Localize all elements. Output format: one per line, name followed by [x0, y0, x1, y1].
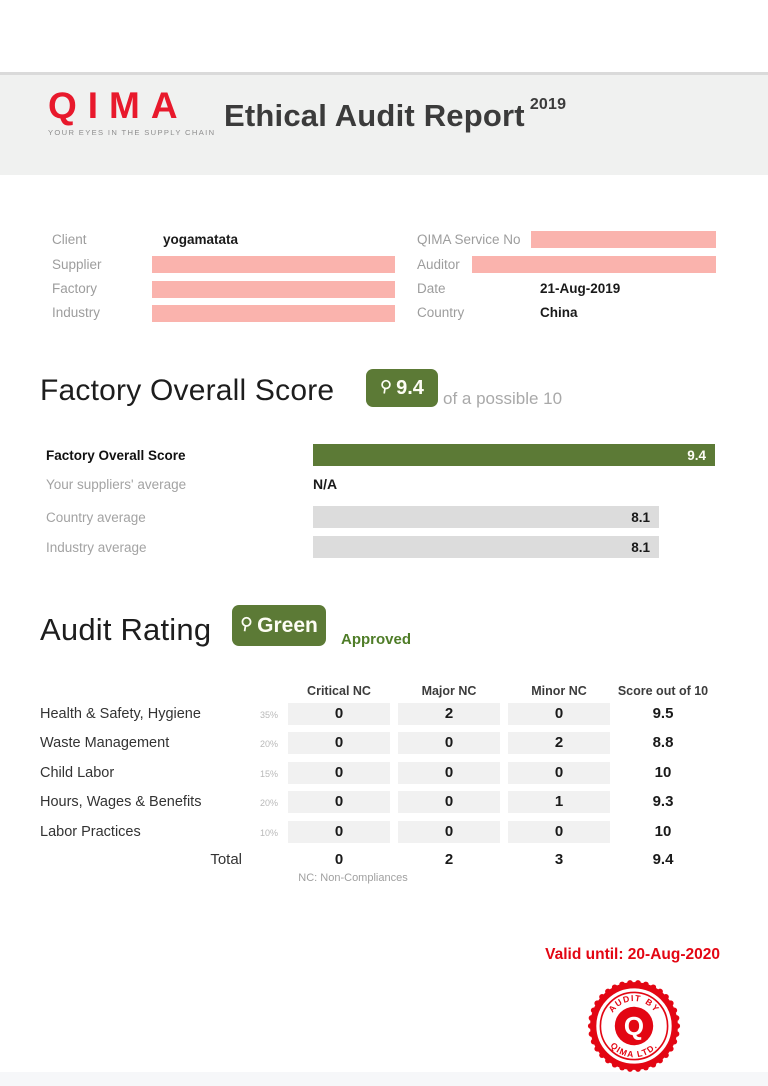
row-weight: 15%	[259, 769, 278, 779]
bar-factory-score: 9.4	[313, 444, 715, 466]
cell-major: 0	[398, 732, 500, 754]
audit-rating-badge: Green	[232, 605, 326, 646]
stamp-center-disc	[614, 1006, 654, 1046]
bar-label-factory: Factory Overall Score	[46, 448, 186, 463]
country-label: Country	[417, 305, 465, 320]
cell-critical: 0	[288, 732, 390, 754]
cell-major: 0	[398, 791, 500, 813]
row-label: Labor Practices	[40, 824, 141, 840]
client-value: yogamatata	[163, 232, 239, 247]
row-weight: 10%	[259, 828, 278, 838]
cell-minor: 1	[508, 791, 610, 813]
total-minor: 3	[554, 851, 564, 868]
industry-redacted-field	[152, 305, 395, 322]
cell-critical: 0	[288, 703, 390, 725]
cell-major: 0	[398, 821, 500, 843]
service-no-label: QIMA Service No	[417, 232, 521, 247]
overall-score-suffix: of a possible 10	[443, 389, 563, 408]
client-label: Client	[52, 232, 87, 247]
report-title: Ethical Audit Report 2019	[224, 96, 567, 134]
total-critical: 0	[334, 851, 344, 868]
qima-logo: QIMA YOUR EYES IN THE SUPPLY CHAIN	[48, 85, 216, 138]
row-weight: 20%	[259, 798, 278, 808]
col-head-critical: Critical NC	[307, 684, 371, 698]
audit-rating-badge-value: Green	[257, 613, 318, 637]
service-no-redacted-field	[531, 231, 716, 248]
audit-stamp: AUDIT BY QIMA LTD. Q	[587, 980, 681, 1072]
bar-label-industry: Industry average	[46, 540, 147, 555]
cell-score: 10	[654, 764, 672, 781]
col-head-minor: Minor NC	[531, 684, 587, 698]
row-weight: 35%	[259, 710, 278, 720]
cell-score: 8.8	[652, 734, 674, 751]
cell-minor: 0	[508, 821, 610, 843]
audit-rating-title: Audit Rating	[40, 612, 212, 647]
factory-redacted-field	[152, 281, 395, 298]
country-value: China	[540, 305, 578, 320]
bar-industry-value: 8.1	[631, 539, 650, 555]
overall-score-badge: 9.4	[366, 369, 438, 407]
cell-critical: 0	[288, 762, 390, 784]
overall-score-title: Factory Overall Score	[40, 374, 335, 407]
valid-until-text: Valid until: 20-Aug-2020	[545, 946, 720, 963]
cell-score: 10	[654, 823, 672, 840]
cell-score: 9.3	[652, 793, 674, 810]
cell-major: 0	[398, 762, 500, 784]
supplier-label: Supplier	[52, 257, 102, 272]
cell-minor: 2	[508, 732, 610, 754]
row-label: Health & Safety, Hygiene	[40, 706, 201, 722]
row-label: Hours, Wages & Benefits	[40, 794, 202, 810]
col-head-score: Score out of 10	[617, 684, 709, 698]
row-weight: 20%	[259, 739, 278, 749]
report-title-text: Ethical Audit Report	[224, 98, 525, 133]
date-label: Date	[417, 281, 446, 296]
bar-industry-average: 8.1	[313, 536, 659, 558]
overall-score-badge-value: 9.4	[396, 376, 424, 399]
auditor-label: Auditor	[417, 257, 460, 272]
cell-major: 2	[398, 703, 500, 725]
bar-country-average: 8.1	[313, 506, 659, 528]
report-title-year: 2019	[529, 96, 567, 113]
stamp-inner-ring	[599, 991, 669, 1061]
col-head-major: Major NC	[421, 684, 477, 698]
total-major: 2	[444, 851, 454, 868]
score-pin-icon	[381, 379, 391, 394]
page-bottom-strip	[0, 1072, 768, 1086]
cell-critical: 0	[288, 791, 390, 813]
rating-pin-icon	[241, 616, 252, 631]
cell-minor: 0	[508, 703, 610, 725]
audit-rating-status: Approved	[341, 631, 412, 648]
factory-label: Factory	[52, 281, 98, 296]
total-score: 9.4	[652, 851, 674, 868]
supplier-redacted-field	[152, 256, 395, 273]
bar-label-country: Country average	[46, 510, 146, 525]
bar-label-suppliers: Your suppliers' average	[46, 477, 187, 492]
stamp-q-mark-icon: Q	[624, 1013, 644, 1041]
report-header: QIMA YOUR EYES IN THE SUPPLY CHAIN Ethic…	[0, 75, 768, 175]
qima-logo-tagline: YOUR EYES IN THE SUPPLY CHAIN	[48, 128, 216, 137]
row-label: Waste Management	[40, 735, 170, 751]
qima-logo-text: QIMA	[48, 85, 189, 126]
header-divider	[0, 72, 768, 75]
date-value: 21-Aug-2019	[540, 281, 621, 296]
bar-suppliers-value: N/A	[313, 476, 338, 492]
row-label: Child Labor	[40, 765, 115, 781]
industry-label: Industry	[52, 305, 101, 320]
bar-factory-value: 9.4	[687, 447, 706, 463]
auditor-redacted-field	[472, 256, 716, 273]
nc-footnote: NC: Non-Compliances	[298, 872, 408, 884]
cell-minor: 0	[508, 762, 610, 784]
total-label: Total	[210, 851, 242, 868]
bar-country-value: 8.1	[631, 509, 650, 525]
cell-critical: 0	[288, 821, 390, 843]
cell-score: 9.5	[652, 705, 674, 722]
